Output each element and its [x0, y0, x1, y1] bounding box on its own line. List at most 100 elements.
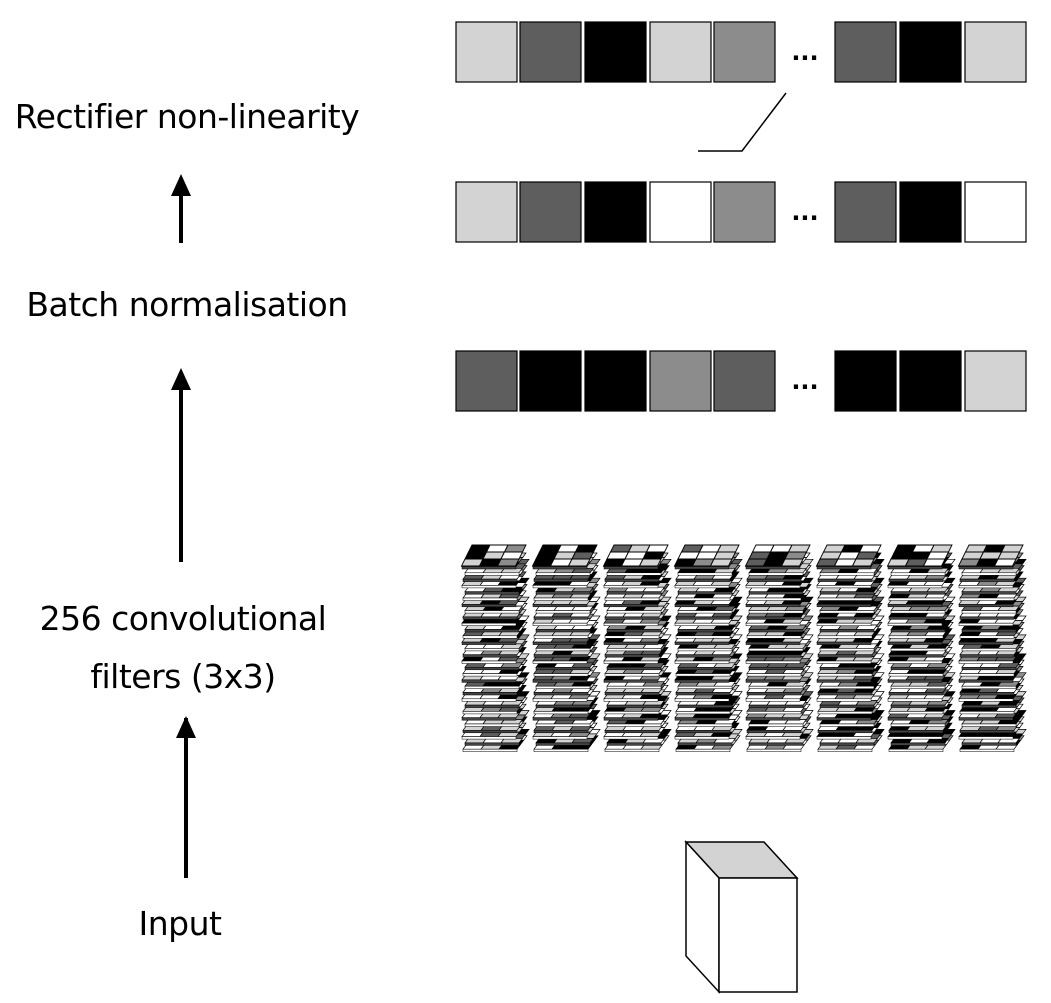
filter-layer-edge: [675, 748, 731, 752]
filter-layer-edge: [462, 578, 518, 582]
filter-layer-edge: [961, 610, 1017, 614]
filter-stacks: [460, 544, 1027, 752]
filter-layer-edge: [816, 698, 872, 702]
filter-layer-edge: [604, 711, 660, 715]
filter-layer-edge: [890, 723, 946, 727]
batch-norm-label: Batch normalisation: [26, 285, 348, 324]
filter-layer-edge: [961, 742, 1017, 746]
filter-layer-edge: [958, 604, 1014, 608]
filter-stack: [460, 544, 530, 752]
filter-top-cell: [574, 544, 598, 553]
conv-output-vector: ...: [455, 350, 1027, 412]
filter-layer-edge: [888, 692, 944, 696]
filter-layer-edge: [748, 685, 804, 689]
rectifier-output-cell: [713, 21, 776, 83]
filter-layer-edge: [533, 748, 589, 752]
filter-layer-edge: [462, 597, 518, 601]
filter-layer-edge: [817, 654, 873, 658]
batch-norm-output-cell: [519, 181, 582, 243]
filter-top-cell: [1000, 544, 1024, 553]
filter-top-cell: [500, 551, 524, 560]
filter-layer-edge: [533, 616, 589, 620]
filter-layer-edge: [535, 742, 591, 746]
filter-layer-edge: [535, 667, 591, 671]
filter-layer-edge: [464, 723, 520, 727]
conv-filters-label-line2: filters (3x3): [90, 657, 276, 696]
filter-top-cell: [858, 544, 882, 553]
filter-layer-edge: [603, 660, 659, 664]
filter-layer-edge: [464, 610, 520, 614]
filter-layer-edge: [532, 698, 588, 702]
filter-layer-edge: [748, 704, 804, 708]
filter-layer-edge: [816, 660, 872, 664]
filter-stack: [673, 544, 743, 752]
filter-layer-edge: [887, 698, 943, 702]
filter-layer-edge: [890, 610, 946, 614]
filter-layer-edge: [890, 667, 946, 671]
filter-layer-edge: [675, 730, 731, 734]
filter-layer-edge: [675, 635, 731, 639]
filter-layer-edge: [959, 748, 1015, 752]
filter-layer-edge: [535, 648, 591, 652]
filter-layer-edge: [533, 578, 589, 582]
filter-layer-edge: [606, 667, 662, 671]
filter-top-cell: [503, 544, 527, 553]
filter-layer-edge: [887, 736, 943, 740]
filter-layer-edge: [746, 692, 802, 696]
filter-layer-edge: [606, 723, 662, 727]
filter-layer-edge: [606, 648, 662, 652]
rectifier-output-cell: [519, 21, 582, 83]
filter-layer-edge: [890, 591, 946, 595]
filter-layer-edge: [464, 572, 520, 576]
filter-layer-edge: [535, 591, 591, 595]
filter-layer-edge: [888, 635, 944, 639]
batch-norm-output-cell: [584, 181, 647, 243]
filter-layer-edge: [958, 585, 1014, 589]
filter-layer-edge: [674, 679, 730, 683]
filter-layer-edge: [816, 736, 872, 740]
filter-layer-edge: [606, 704, 662, 708]
filter-stack: [957, 544, 1027, 752]
filter-layer-edge: [675, 692, 731, 696]
filter-layer-edge: [603, 604, 659, 608]
filter-layer-edge: [746, 616, 802, 620]
filter-layer-edge: [606, 610, 662, 614]
filter-layer-edge: [748, 742, 804, 746]
filter-layer-edge: [746, 711, 802, 715]
batch-norm-output-cell: [899, 181, 962, 243]
filter-layer-edge: [748, 667, 804, 671]
conv-output-ellipsis: ...: [791, 367, 818, 395]
filter-layer-edge: [888, 616, 944, 620]
filter-layer-edge: [461, 566, 517, 570]
filter-layer-edge: [461, 717, 517, 721]
filter-layer-edge: [890, 572, 946, 576]
batch-norm-output-vector: ...: [455, 181, 1027, 243]
filter-layer-edge: [604, 578, 660, 582]
filter-layer-edge: [745, 641, 801, 645]
relu-curve: [698, 92, 787, 152]
filter-layer-edge: [677, 610, 733, 614]
filter-layer-edge: [604, 616, 660, 620]
filter-top-cell: [784, 551, 808, 560]
filter-layer-edge: [674, 660, 730, 664]
filter-layer-edge: [535, 610, 591, 614]
filter-layer-edge: [817, 748, 873, 752]
filter-layer-edge: [677, 685, 733, 689]
filter-layer-edge: [604, 654, 660, 658]
filter-layer-edge: [817, 711, 873, 715]
filter-layer-edge: [461, 660, 517, 664]
filter-layer-edge: [817, 673, 873, 677]
filter-top-cell: [571, 551, 595, 560]
filter-layer-edge: [816, 604, 872, 608]
filter-layer-edge: [959, 616, 1015, 620]
filter-layer-edge: [677, 572, 733, 576]
filter-layer-edge: [606, 742, 662, 746]
conv-output-cell: [584, 350, 647, 412]
batch-norm-output-cell: [964, 181, 1027, 243]
filter-layer-edge: [961, 667, 1017, 671]
filter-top-cell: [642, 551, 666, 560]
filter-layer-edge: [888, 597, 944, 601]
filter-layer-edge: [748, 723, 804, 727]
rectifier-output-ellipsis: ...: [791, 38, 818, 66]
conv-filters-label-line1: 256 convolutional: [39, 599, 327, 638]
